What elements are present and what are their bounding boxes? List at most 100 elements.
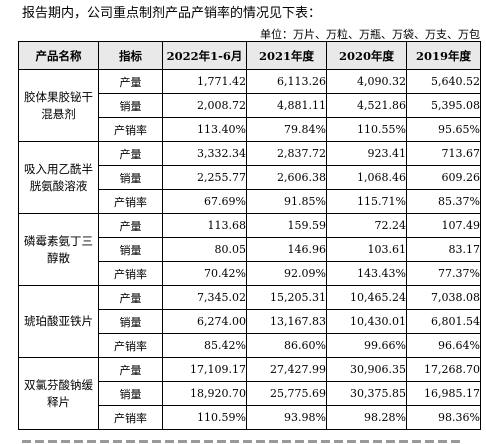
value-cell: 5,395.08 [406,93,481,118]
header-2020: 2020年度 [326,41,407,70]
value-cell: 30,375.85 [326,381,407,406]
value-cell: 4,090.32 [326,69,407,94]
value-cell: 93.98% [246,405,327,430]
value-cell: 83.17 [406,237,481,262]
value-cell: 5,640.52 [406,69,481,94]
value-cell: 7,345.02 [162,285,247,310]
value-cell: 609.26 [406,165,481,190]
value-cell: 923.41 [326,141,407,166]
value-cell: 10,465.24 [326,285,407,310]
value-cell: 2,837.72 [246,141,327,166]
value-cell: 146.96 [246,237,327,262]
value-cell: 72.24 [326,213,407,238]
table-row: 琥珀酸亚铁片 产量 7,345.02 15,205.31 10,465.24 7,038.… [18,285,481,358]
value-cell: 6,113.26 [246,69,327,94]
value-cell: 91.85% [246,189,327,214]
value-cell: 13,167.83 [246,309,327,334]
metric-cell: 产销率 [98,189,163,214]
value-cell: 6,274.00 [162,309,247,334]
metric-cell: 产销率 [98,333,163,358]
unit-note: 单位：万片、万粒、万瓶、万袋、万支、万包 [260,28,480,41]
metric-cell: 销量 [98,381,163,406]
header-product-name: 产品名称 [18,41,99,70]
intro-text: 报告期内，公司重点制剂产品产销率的情况见下表： [22,6,322,21]
value-cell: 77.37% [406,261,481,286]
value-cell: 159.59 [246,213,327,238]
value-cell: 143.43% [326,261,407,286]
header-2021: 2021年度 [246,41,327,70]
value-cell: 98.28% [326,405,407,430]
table-row: 产销率 110.59% 93.98% 98.28% 98.36% [19,405,481,430]
value-cell: 92.09% [246,261,327,286]
table-row: 销量 18,920.70 25,775.69 30,375.85 16,985.17 [19,381,481,406]
value-cell: 27,427.99 [246,357,327,382]
value-cell: 16,985.17 [406,381,481,406]
value-cell: 86.60% [246,333,327,358]
value-cell: 7,038.08 [406,285,481,310]
metric-cell: 产销率 [98,261,163,286]
metric-cell: 产量 [98,357,163,382]
value-cell: 79.84% [246,117,327,142]
value-cell: 1,771.42 [162,69,247,94]
value-cell: 96.64% [406,333,481,358]
metric-cell: 产量 [98,285,163,310]
metric-cell: 产量 [98,69,163,94]
value-cell: 2,255.77 [162,165,247,190]
value-cell: 17,268.70 [406,357,481,382]
value-cell: 113.40% [162,117,247,142]
value-cell: 85.37% [406,189,481,214]
value-cell: 3,332.34 [162,141,247,166]
value-cell: 25,775.69 [246,381,327,406]
value-cell: 99.66% [326,333,407,358]
product-name-cell: 磷霉素氨丁三醇散 [18,213,99,286]
value-cell: 4,521.86 [326,93,407,118]
cut-off-footer-text [22,436,462,444]
table-row: 吸入用乙酰半胱氨酸溶液 产量 3,332.34 2,837.72 923.41 713.6… [18,141,481,214]
value-cell: 10,430.01 [326,309,407,334]
table-row: 销量 80.05 146.96 103.61 83.17 [19,237,481,262]
table-row: 产销率 67.69% 91.85% 115.71% 85.37% [19,189,481,214]
header-metric: 指标 [98,41,163,70]
table-row: 胶体果胶铋干混悬剂 产量 1,771.42 6,113.26 4,090.32 5,640… [18,69,481,142]
production-sales-table: 产品名称 指标 2022年1-6月 2021年度 2020年度 2019年度 胶… [18,41,481,430]
value-cell: 115.71% [326,189,407,214]
value-cell: 2,008.72 [162,93,247,118]
table-row: 产销率 113.40% 79.84% 110.55% 95.65% [19,117,481,142]
product-name-cell: 双氯芬酸钠缓释片 [18,357,99,430]
value-cell: 110.55% [326,117,407,142]
value-cell: 110.59% [162,405,247,430]
table-body: 胶体果胶铋干混悬剂 产量 1,771.42 6,113.26 4,090.32 5,640… [18,69,481,430]
value-cell: 2,606.38 [246,165,327,190]
metric-cell: 销量 [98,237,163,262]
header-2022h1: 2022年1-6月 [162,41,247,70]
value-cell: 113.68 [162,213,247,238]
value-cell: 15,205.31 [246,285,327,310]
value-cell: 95.65% [406,117,481,142]
metric-cell: 产销率 [98,117,163,142]
table-header-row: 产品名称 指标 2022年1-6月 2021年度 2020年度 2019年度 [18,41,481,70]
value-cell: 70.42% [162,261,247,286]
metric-cell: 销量 [98,93,163,118]
value-cell: 30,906.35 [326,357,407,382]
value-cell: 4,881.11 [246,93,327,118]
table-row: 产销率 70.42% 92.09% 143.43% 77.37% [19,261,481,286]
table-row: 销量 2,008.72 4,881.11 4,521.86 5,395.08 [19,93,481,118]
value-cell: 713.67 [406,141,481,166]
product-name-cell: 吸入用乙酰半胱氨酸溶液 [18,141,99,214]
value-cell: 85.42% [162,333,247,358]
header-2019: 2019年度 [406,41,481,70]
table-row: 双氯芬酸钠缓释片 产量 17,109.17 27,427.99 30,906.35 17,… [18,357,481,430]
value-cell: 17,109.17 [162,357,247,382]
value-cell: 107.49 [406,213,481,238]
value-cell: 67.69% [162,189,247,214]
value-cell: 18,920.70 [162,381,247,406]
value-cell: 103.61 [326,237,407,262]
table-row: 销量 2,255.77 2,606.38 1,068.46 609.26 [19,165,481,190]
metric-cell: 产量 [98,213,163,238]
metric-cell: 销量 [98,309,163,334]
table-row: 磷霉素氨丁三醇散 产量 113.68 159.59 72.24 107.49 [18,213,481,286]
metric-cell: 产量 [98,141,163,166]
value-cell: 80.05 [162,237,247,262]
value-cell: 1,068.46 [326,165,407,190]
product-name-cell: 琥珀酸亚铁片 [18,285,99,358]
